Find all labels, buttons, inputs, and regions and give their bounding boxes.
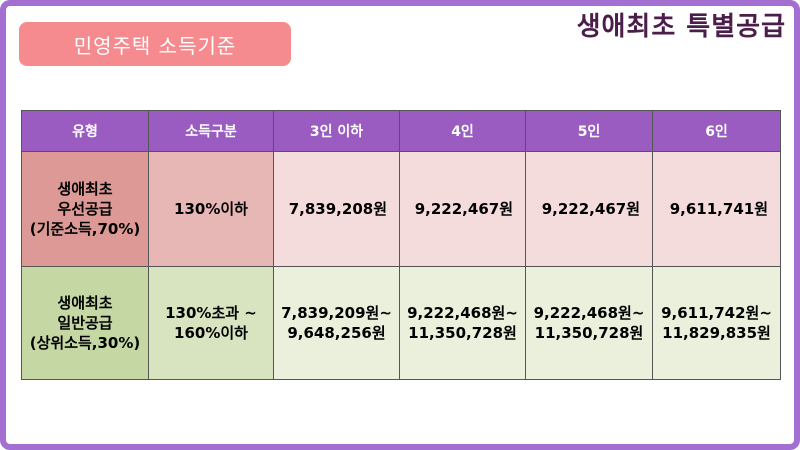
type-line: 우선공급 xyxy=(57,199,113,218)
header-type: 유형 xyxy=(21,110,149,152)
type-line: 일반공급 xyxy=(57,313,113,332)
header-4-persons: 4인 xyxy=(399,110,526,152)
income-range-to: 9,648,256원 xyxy=(287,324,386,342)
page-title: 생애최초 특별공급 xyxy=(576,12,786,42)
type-line: (기준소득,70%) xyxy=(29,220,141,239)
table-row-general-supply: 생애최초 일반공급 (상위소득,30%) 130%초과 ~ 160%이하 7,8… xyxy=(21,266,781,380)
income-category-line: 160%이하 xyxy=(174,324,248,342)
type-line: (상위소득,30%) xyxy=(29,334,141,353)
income-range-cell: 7,839,209원~ 9,648,256원 xyxy=(273,266,400,380)
income-value: 9,611,741원 xyxy=(669,199,768,218)
income-value: 9,222,467원 xyxy=(414,199,513,218)
table-header-row: 유형 소득구분 3인 이하 4인 5인 6인 xyxy=(21,110,781,152)
income-range-cell: 9,222,468원~ 11,350,728원 xyxy=(399,266,526,380)
section-badge: 민영주택 소득기준 xyxy=(19,22,291,66)
header-income-category: 소득구분 xyxy=(148,110,274,152)
type-cell: 생애최초 일반공급 (상위소득,30%) xyxy=(21,266,149,380)
income-range-cell: 9,611,742원~ 11,829,835원 xyxy=(652,266,781,380)
income-category-line: 130%초과 ~ xyxy=(165,303,257,322)
header-3-persons: 3인 이하 xyxy=(273,110,400,152)
header-6-persons: 6인 xyxy=(652,110,781,152)
income-range-from: 9,611,742원~ xyxy=(661,303,772,322)
income-value: 9,222,467원 xyxy=(541,199,640,218)
income-value-cell: 7,839,208원 xyxy=(273,151,400,267)
income-value: 7,839,208원 xyxy=(288,199,387,218)
income-range-to: 11,350,728원 xyxy=(534,324,644,342)
income-range-cell: 9,222,468원~ 11,350,728원 xyxy=(525,266,653,380)
income-range-from: 9,222,468원~ xyxy=(533,303,645,322)
income-criteria-table: 유형 소득구분 3인 이하 4인 5인 6인 생애최초 우선공급 (기준소득,7… xyxy=(21,110,781,380)
income-range-from: 7,839,209원~ xyxy=(281,303,392,322)
income-category-cell: 130%초과 ~ 160%이하 xyxy=(148,266,274,380)
income-category-cell: 130%이하 xyxy=(148,151,274,267)
income-range-to: 11,350,728원 xyxy=(408,324,517,342)
type-line: 생애최초 xyxy=(57,179,113,198)
income-category-line: 130%이하 xyxy=(174,199,248,218)
table-row-priority-supply: 생애최초 우선공급 (기준소득,70%) 130%이하 7,839,208원 9… xyxy=(21,151,781,267)
income-value-cell: 9,222,467원 xyxy=(399,151,526,267)
type-line: 생애최초 xyxy=(57,293,113,312)
income-range-from: 9,222,468원~ xyxy=(407,303,518,322)
income-value-cell: 9,222,467원 xyxy=(525,151,653,267)
income-range-to: 11,829,835원 xyxy=(662,324,771,342)
type-cell: 생애최초 우선공급 (기준소득,70%) xyxy=(21,151,149,267)
income-value-cell: 9,611,741원 xyxy=(652,151,781,267)
section-badge-label: 민영주택 소득기준 xyxy=(73,33,237,58)
header-5-persons: 5인 xyxy=(525,110,653,152)
